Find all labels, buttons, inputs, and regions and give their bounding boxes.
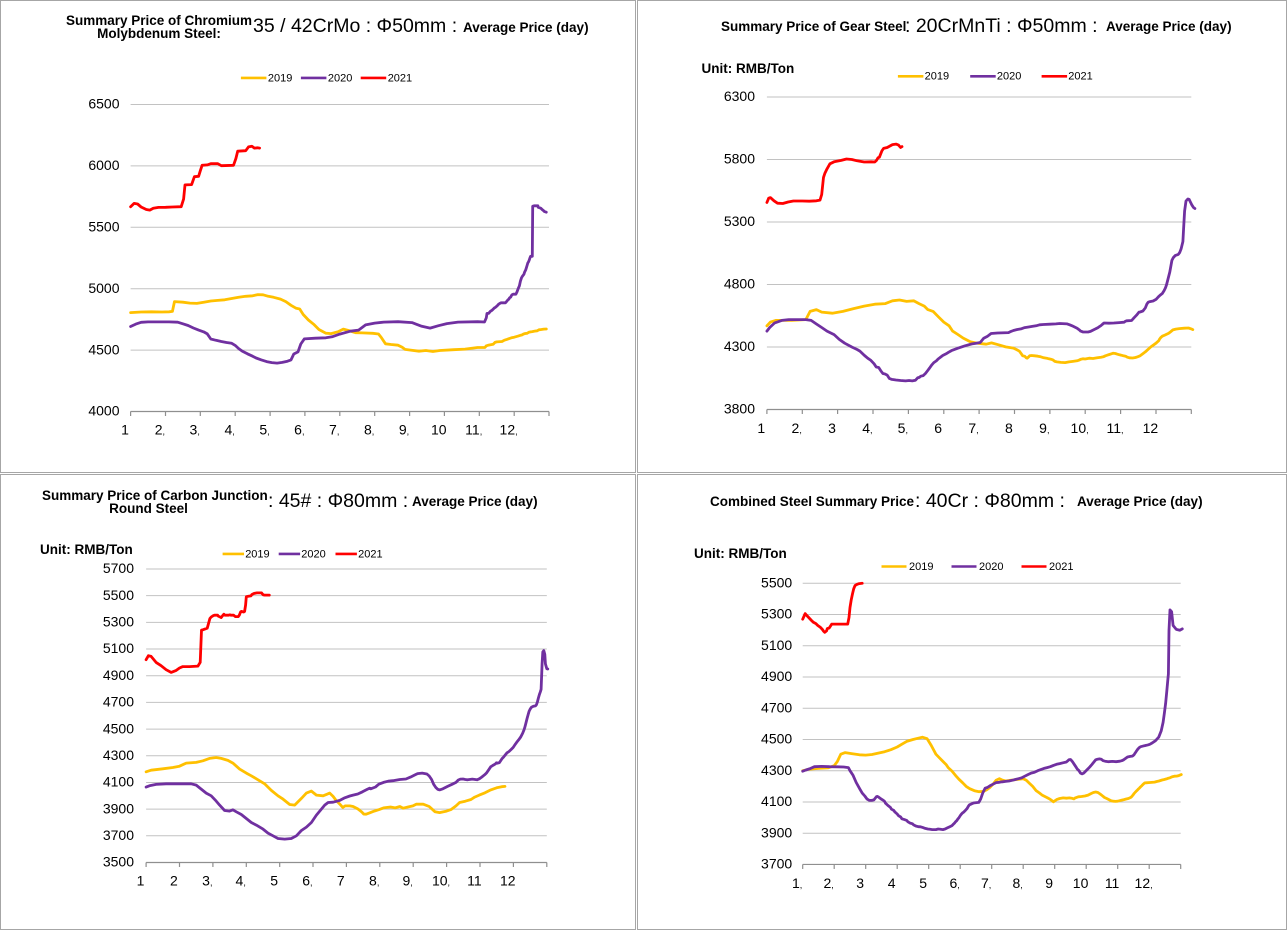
svg-text:4900: 4900 bbox=[761, 668, 792, 684]
svg-text:4900: 4900 bbox=[103, 667, 134, 683]
svg-text:11,: 11, bbox=[1106, 420, 1123, 436]
svg-text:8,: 8, bbox=[1012, 875, 1022, 891]
svg-text:2019: 2019 bbox=[245, 548, 269, 560]
svg-text:4,: 4, bbox=[862, 420, 872, 436]
svg-text:12,: 12, bbox=[500, 422, 518, 438]
svg-text:5300: 5300 bbox=[103, 614, 134, 630]
svg-text:2,: 2, bbox=[155, 422, 165, 438]
svg-text:7,: 7, bbox=[329, 422, 339, 438]
svg-text:4700: 4700 bbox=[103, 694, 134, 710]
svg-text:4,: 4, bbox=[224, 422, 234, 438]
svg-text:2020: 2020 bbox=[328, 72, 352, 84]
svg-text:4: 4 bbox=[888, 875, 896, 891]
svg-text:7,: 7, bbox=[981, 875, 991, 891]
svg-text:4100: 4100 bbox=[761, 793, 792, 809]
svg-text:2021: 2021 bbox=[388, 72, 412, 84]
svg-text:11: 11 bbox=[1105, 875, 1120, 891]
svg-text:4300: 4300 bbox=[724, 338, 755, 354]
svg-text:5500: 5500 bbox=[761, 575, 792, 591]
svg-text:4000: 4000 bbox=[88, 403, 119, 419]
svg-text:4100: 4100 bbox=[103, 774, 134, 790]
svg-text:4700: 4700 bbox=[761, 699, 792, 715]
svg-text:2: 2 bbox=[170, 873, 178, 889]
svg-text:9: 9 bbox=[1045, 875, 1053, 891]
svg-text:5100: 5100 bbox=[103, 640, 134, 656]
svg-text:6500: 6500 bbox=[88, 96, 119, 112]
svg-text:2020: 2020 bbox=[301, 548, 325, 560]
svg-text:1: 1 bbox=[757, 420, 765, 436]
svg-text:3700: 3700 bbox=[761, 856, 792, 872]
svg-text:3,: 3, bbox=[190, 422, 200, 438]
svg-text:4800: 4800 bbox=[724, 276, 755, 292]
svg-text:2020: 2020 bbox=[997, 71, 1021, 83]
svg-text:8,: 8, bbox=[364, 422, 374, 438]
svg-text:1: 1 bbox=[137, 873, 145, 889]
svg-text:4,: 4, bbox=[236, 873, 246, 889]
svg-text:6,: 6, bbox=[302, 873, 312, 889]
svg-text:8: 8 bbox=[1005, 420, 1013, 436]
svg-text:1,: 1, bbox=[792, 875, 802, 891]
svg-text:2021: 2021 bbox=[358, 548, 382, 560]
svg-text:10,: 10, bbox=[432, 873, 450, 889]
svg-text:2019: 2019 bbox=[909, 561, 933, 573]
svg-text:5,: 5, bbox=[898, 420, 908, 436]
svg-text:6: 6 bbox=[934, 420, 942, 436]
svg-text:5,: 5, bbox=[259, 422, 269, 438]
svg-text:5: 5 bbox=[270, 873, 278, 889]
svg-text:5700: 5700 bbox=[103, 560, 134, 576]
svg-text:11,: 11, bbox=[465, 422, 482, 438]
svg-text:3: 3 bbox=[856, 875, 864, 891]
svg-text:1: 1 bbox=[121, 422, 129, 438]
svg-text:5800: 5800 bbox=[724, 151, 755, 167]
svg-text:4300: 4300 bbox=[761, 762, 792, 778]
svg-text:2019: 2019 bbox=[925, 71, 949, 83]
svg-text:3700: 3700 bbox=[103, 827, 134, 843]
svg-text:4500: 4500 bbox=[103, 720, 134, 736]
svg-text:7,: 7, bbox=[968, 420, 978, 436]
svg-text:5000: 5000 bbox=[88, 280, 119, 296]
svg-text:10: 10 bbox=[1073, 875, 1089, 891]
svg-text:5300: 5300 bbox=[724, 213, 755, 229]
svg-text:9,: 9, bbox=[1039, 420, 1049, 436]
svg-text:7: 7 bbox=[337, 873, 345, 889]
svg-text:4300: 4300 bbox=[103, 747, 134, 763]
svg-text:9,: 9, bbox=[402, 873, 412, 889]
svg-text:11: 11 bbox=[467, 873, 482, 889]
svg-text:6000: 6000 bbox=[88, 157, 119, 173]
svg-text:5500: 5500 bbox=[103, 587, 134, 603]
svg-text:5300: 5300 bbox=[761, 606, 792, 622]
svg-text:12,: 12, bbox=[1135, 875, 1153, 891]
svg-text:4500: 4500 bbox=[761, 731, 792, 747]
svg-text:2019: 2019 bbox=[268, 72, 292, 84]
svg-text:2,: 2, bbox=[792, 420, 802, 436]
svg-text:3900: 3900 bbox=[761, 824, 792, 840]
svg-text:5: 5 bbox=[919, 875, 927, 891]
svg-text:5100: 5100 bbox=[761, 637, 792, 653]
svg-text:2,: 2, bbox=[823, 875, 833, 891]
svg-text:3500: 3500 bbox=[103, 854, 134, 870]
svg-text:2021: 2021 bbox=[1049, 561, 1073, 573]
svg-text:12: 12 bbox=[1143, 420, 1159, 436]
svg-text:6,: 6, bbox=[949, 875, 959, 891]
svg-text:2020: 2020 bbox=[979, 561, 1003, 573]
svg-text:8,: 8, bbox=[369, 873, 379, 889]
svg-text:5500: 5500 bbox=[88, 219, 119, 235]
svg-text:3: 3 bbox=[828, 420, 836, 436]
svg-text:10: 10 bbox=[431, 422, 447, 438]
svg-text:4500: 4500 bbox=[88, 341, 119, 357]
svg-text:10,: 10, bbox=[1071, 420, 1089, 436]
svg-text:6,: 6, bbox=[294, 422, 304, 438]
svg-text:6300: 6300 bbox=[724, 88, 755, 104]
svg-text:9,: 9, bbox=[399, 422, 409, 438]
svg-text:2021: 2021 bbox=[1068, 71, 1092, 83]
svg-text:3800: 3800 bbox=[724, 401, 755, 417]
svg-text:12: 12 bbox=[500, 873, 516, 889]
svg-text:3900: 3900 bbox=[103, 800, 134, 816]
svg-text:3,: 3, bbox=[202, 873, 212, 889]
